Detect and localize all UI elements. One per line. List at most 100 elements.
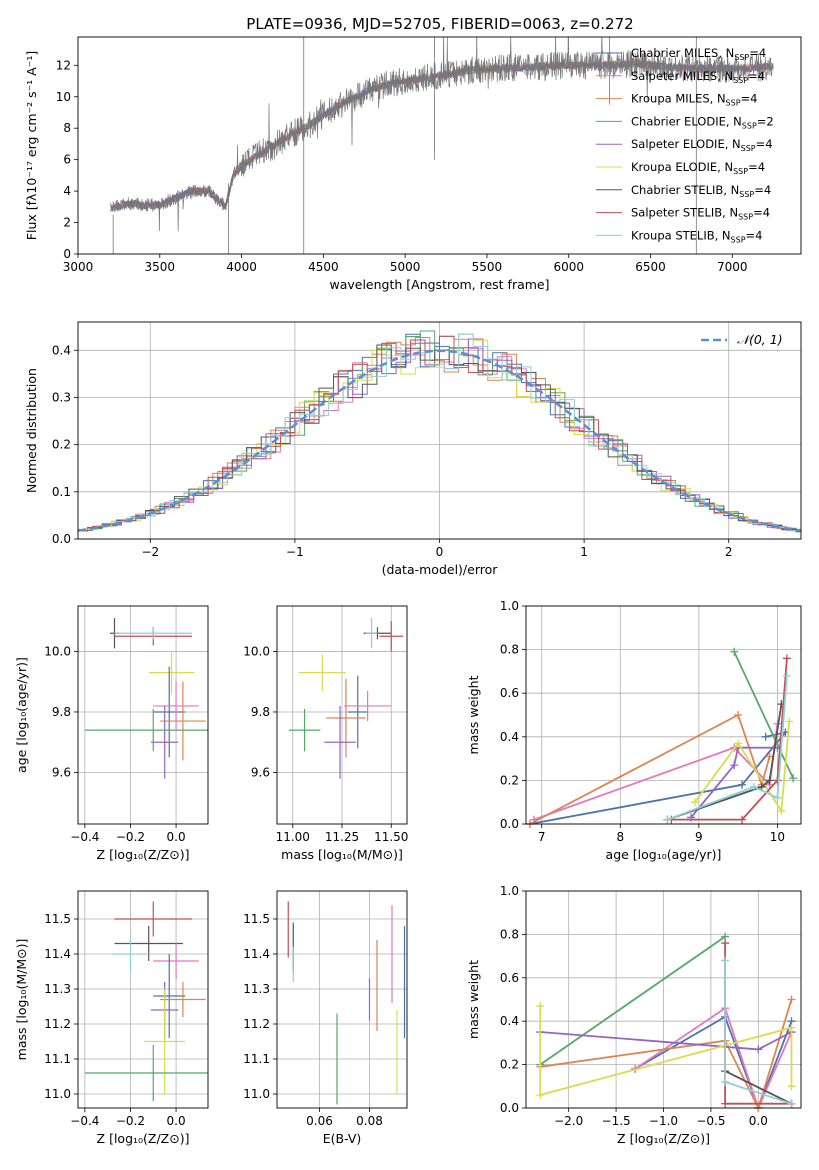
z_vs_age-xtick-label: −0.4: [70, 830, 99, 844]
mass_vs_age-xtick-label: 11.00: [276, 830, 310, 844]
z_vs_weight-ytick-label: 0.8: [500, 927, 519, 941]
mass_vs_age-ytick-label: 9.8: [251, 705, 270, 719]
z_vs_age-frame: [77, 605, 209, 825]
residual_histogram-xlabel: (data-model)/error: [382, 562, 499, 577]
spectrum-xtick-label: 4000: [226, 260, 257, 274]
z_vs_weight-xlabel: Z [log₁₀(Z/Z⊙)]: [617, 1131, 710, 1146]
mass_vs_age-ytick-label: 9.6: [251, 766, 270, 780]
z_vs_weight-ylabel: mass weight: [466, 960, 481, 1039]
ebv_vs_mass-axes: [273, 891, 407, 1112]
spectrum-legend-rest: =2: [757, 114, 774, 128]
residual_histogram-xtick-label: −2: [141, 545, 159, 559]
z_vs_mass-xlabel: Z [log₁₀(Z/Z⊙)]: [97, 1131, 190, 1146]
z_vs_weight-marker-kroupa_stelib: [787, 1099, 796, 1108]
z_vs_weight-marker-salpeter_stelib: [721, 1099, 730, 1108]
age_vs_weight-line-salpeter_miles: [533, 723, 779, 821]
spectrum-ytick-label: 2: [63, 216, 71, 230]
z_vs_age-axes: [74, 606, 208, 828]
z_vs_mass-xtick-label: −0.4: [70, 1114, 99, 1128]
spectrum-legend-sub: SSP: [726, 99, 741, 108]
z_vs_mass-axes: [74, 891, 208, 1112]
z_vs_weight-ytick-label: 0.2: [500, 1058, 519, 1072]
age_vs_weight-xlabel: age [log₁₀(age/yr)]: [606, 847, 722, 862]
spectrum-xtick-label: 3500: [145, 260, 176, 274]
spectrum-legend-label: Salpeter MILES, NSSP=4: [631, 69, 765, 85]
z_vs_weight-line-salpeter_miles: [634, 1006, 793, 1108]
age_vs_weight-ytick-label: 0.2: [500, 773, 519, 787]
spectrum-ytick-label: 12: [56, 58, 71, 72]
z_vs_weight-line-chabrier_stelib: [724, 1070, 792, 1105]
mass_vs_age-xtick-label: 11.50: [374, 830, 408, 844]
age_vs_weight-marker-salpeter_elodie: [730, 761, 739, 770]
ebv_vs_mass-xlabel: E(B-V): [323, 1131, 362, 1146]
z_vs_age-ytick-label: 9.8: [52, 705, 71, 719]
z_vs_weight-marker-kroupa_elodie: [787, 1023, 796, 1032]
z_vs_mass-xtick-label: −0.2: [116, 1114, 145, 1128]
age_vs_weight-axes: [522, 605, 801, 828]
age_vs_weight-marker-salpeter_stelib: [738, 815, 747, 824]
spectrum-data-line: [110, 37, 774, 232]
spectrum-ytick-label: 6: [63, 153, 71, 167]
ebv_vs_mass-ytick-label: 11.4: [243, 947, 270, 961]
residual_histogram-ytick-label: 0.2: [52, 438, 71, 452]
mass_vs_age-xlabel: mass [log₁₀(M/M⊙)]: [281, 847, 403, 862]
spectrum-xtick-label: 6000: [553, 260, 584, 274]
z_vs_weight-marker-kroupa_stelib: [721, 956, 730, 965]
residual_histogram-ylabel: Normed distribution: [24, 368, 39, 493]
age_vs_weight-marker-chabrier_stelib: [765, 776, 774, 785]
z_vs_weight-xtick-label: 0.0: [749, 1114, 768, 1128]
age_vs_weight-marker-kroupa_elodie: [777, 806, 786, 815]
age_vs_weight-line-salpeter_elodie: [690, 746, 778, 819]
spectrum-legend-sub: SSP: [742, 121, 757, 130]
z_vs_age-xtick-label: −0.2: [116, 830, 145, 844]
z_vs_mass-ytick-label: 11.4: [44, 947, 71, 961]
z_vs_mass-ytick-label: 11.1: [44, 1052, 71, 1066]
age_vs_weight-xtick-label: 8: [616, 830, 624, 844]
residual_histogram-ytick-label: 0.3: [52, 390, 71, 404]
spectrum-xtick-label: 6500: [635, 260, 666, 274]
spectrum-legend-label: Salpeter ELODIE, NSSP=4: [631, 137, 773, 153]
age_vs_weight-line-salpeter_stelib: [671, 658, 788, 821]
spectrum-axes: [74, 64, 733, 258]
z_vs_weight-marker-kroupa_elodie: [536, 1002, 545, 1011]
spectrum-xlabel: wavelength [Angstrom, rest frame]: [329, 277, 549, 292]
z_vs_mass-ytick-label: 11.5: [44, 912, 71, 926]
z_vs_weight-line-kroupa_miles: [540, 999, 793, 1108]
z_vs_weight-ytick-label: 0.0: [500, 1101, 519, 1115]
spectrum-legend-sub: SSP: [741, 144, 756, 153]
spectrum-xtick-label: 3000: [63, 260, 94, 274]
z_vs_mass-frame: [77, 890, 209, 1109]
spectrum-ylabel: Flux [fλ10⁻¹⁷ erg cm⁻² s⁻¹ A⁻¹]: [24, 51, 39, 240]
age_vs_weight-marker-kroupa_miles: [765, 752, 774, 761]
age_vs_weight-ytick-label: 0.6: [500, 686, 519, 700]
spectrum-ytick-label: 4: [63, 184, 71, 198]
spectrum-legend-sub: SSP: [734, 53, 749, 62]
mass_vs_age-xtick-label: 11.25: [325, 830, 359, 844]
z_vs_age-ytick-label: 10.0: [44, 644, 71, 658]
age_vs_weight-marker-salpeter_stelib: [782, 654, 791, 663]
ebv_vs_mass-xtick-label: 0.08: [356, 1114, 383, 1128]
z_vs_weight-marker-kroupa_elodie: [536, 1090, 545, 1099]
residual_histogram-frame: [77, 321, 802, 540]
z_vs_weight-marker-kroupa_elodie: [787, 1082, 796, 1091]
residual_histogram-ytick-label: 0.1: [52, 485, 71, 499]
age_vs_weight-marker-chabrier_elodie: [730, 647, 739, 656]
ebv_vs_mass-ytick-label: 11.3: [243, 982, 270, 996]
spectrum-legend-rest: =4: [748, 69, 765, 83]
ebv_vs_mass-xtick-label: 0.06: [306, 1114, 333, 1128]
age_vs_weight-line-kroupa_elodie: [694, 721, 791, 814]
age_vs_weight-marker-kroupa_stelib: [663, 815, 672, 824]
z_vs_weight-marker-kroupa_stelib: [721, 1077, 730, 1086]
age_vs_weight-line-chabrier_stelib: [667, 703, 783, 821]
residual_histogram-axes: [74, 322, 801, 543]
ebv_vs_mass-ytick-label: 11.5: [243, 912, 270, 926]
spectrum-xtick-label: 5500: [472, 260, 503, 274]
spectrum-legend-label: Chabrier ELODIE, NSSP=2: [631, 114, 774, 130]
age_vs_weight-ylabel: mass weight: [466, 675, 481, 754]
spectrum-ytick-label: 0: [63, 247, 71, 261]
spectrum-legend-sub: SSP: [739, 190, 754, 199]
spectrum-xtick-label: 4500: [308, 260, 339, 274]
age_vs_weight-marker-chabrier_miles: [761, 732, 770, 741]
z_vs_mass-xtick-label: 0.0: [167, 1114, 186, 1128]
age_vs_weight-line-kroupa_miles: [529, 713, 771, 824]
